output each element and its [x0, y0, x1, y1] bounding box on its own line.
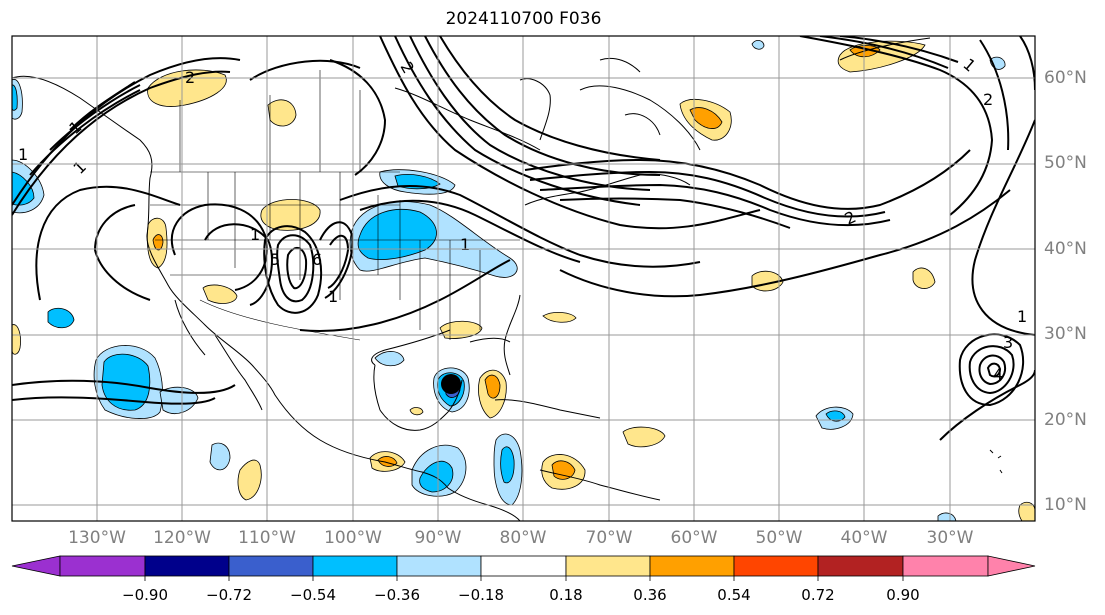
colorbar-segment	[649, 555, 735, 577]
contour-label: 1	[250, 225, 260, 244]
positive-anomaly-patch	[622, 426, 666, 448]
colorbar-extend-high	[987, 555, 1036, 577]
positive-anomaly-patch	[551, 460, 576, 480]
lat-label: 10°N	[1044, 495, 1087, 515]
colorbar-segment	[480, 555, 567, 577]
map-frame	[11, 35, 1036, 522]
negative-anomaly-patch	[937, 512, 957, 521]
colorbar-tick-label: 0.72	[801, 586, 835, 604]
contour-label: 1	[328, 287, 338, 306]
colorbar-segment	[565, 555, 651, 577]
colorbar-tick-label: 0.90	[886, 586, 920, 604]
contour-label: 1	[18, 145, 28, 164]
lat-label: 20°N	[1044, 410, 1087, 430]
positive-anomaly-patch	[484, 374, 501, 399]
positive-anomaly-patch	[1018, 501, 1035, 521]
positive-anomaly-patch	[237, 459, 262, 501]
contour-label: 6	[312, 250, 322, 269]
colorbar-segment	[396, 555, 482, 577]
lon-label: 100°W	[324, 528, 382, 548]
contour-label: 3	[1003, 333, 1013, 352]
lon-label: 70°W	[585, 528, 633, 548]
coastlines	[12, 37, 1003, 521]
negative-anomaly-patch	[374, 351, 405, 367]
positive-anomaly-patch	[439, 320, 483, 339]
lon-label: 110°W	[238, 528, 296, 548]
contour-label: 5	[270, 250, 280, 269]
colorbar-segment	[817, 555, 904, 577]
positive-anomaly-patch	[689, 107, 723, 129]
lat-label: 40°N	[1044, 239, 1087, 259]
colorbar-extend-low	[11, 555, 61, 577]
colorbar-tick-label: 0.54	[717, 586, 751, 604]
contour-label: 1	[460, 235, 470, 254]
lon-label: 120°W	[153, 528, 211, 548]
positive-anomaly-patch	[152, 234, 164, 251]
negative-anomaly-patch	[209, 442, 231, 471]
positive-anomaly-patch	[912, 267, 936, 289]
colorbar-segment	[902, 555, 989, 577]
colorbar-tick-label: 0.36	[633, 586, 667, 604]
positive-anomaly-patch	[542, 312, 577, 323]
lon-label: 80°W	[499, 528, 547, 548]
colorbar-segment	[144, 555, 230, 577]
negative-anomaly-patch	[159, 386, 199, 414]
map-title: 2024110700 F036	[445, 9, 602, 29]
negative-anomaly-patch	[47, 307, 75, 329]
positive-anomaly-patch	[260, 199, 321, 231]
positive-anomaly-patch	[409, 407, 424, 416]
storm-center-marker	[441, 374, 461, 394]
positive-anomaly-patch	[147, 69, 227, 107]
positive-anomaly-patch	[12, 324, 21, 355]
lat-label: 50°N	[1044, 153, 1087, 173]
lat-label: 60°N	[1044, 68, 1087, 88]
colorbar-segment	[59, 555, 146, 577]
negative-anomaly-patch	[357, 209, 437, 260]
lon-label: 60°W	[670, 528, 718, 548]
lon-label: 50°W	[755, 528, 803, 548]
negative-anomaly-patch	[101, 353, 151, 411]
lon-label: 40°W	[840, 528, 888, 548]
colorbar	[11, 555, 1036, 581]
colorbar-tick-label: −0.54	[290, 586, 336, 604]
colorbar-tick-label: 0.18	[549, 586, 583, 604]
colorbar-segment	[312, 555, 398, 577]
graticule	[12, 36, 1035, 521]
positive-anomaly-patch	[202, 284, 238, 304]
colorbar-tick-label: −0.72	[206, 586, 252, 604]
contour-label: 2	[983, 90, 993, 109]
positive-anomaly-patch	[267, 99, 297, 127]
lat-label: 30°N	[1044, 324, 1087, 344]
colorbar-segment	[733, 555, 819, 577]
lon-label: 90°W	[414, 528, 462, 548]
colorbar-tick-label: −0.90	[122, 586, 168, 604]
colorbar-tick-label: −0.18	[458, 586, 504, 604]
negative-anomaly-patch	[500, 446, 515, 484]
colorbar-segment	[228, 555, 314, 577]
contour-label: 1	[1017, 307, 1027, 326]
contour-label: 4	[993, 365, 1003, 384]
lon-label: 130°W	[68, 528, 126, 548]
colorbar-tick-label: −0.36	[374, 586, 420, 604]
lon-label: 30°W	[926, 528, 974, 548]
negative-anomaly-patch	[751, 40, 765, 50]
